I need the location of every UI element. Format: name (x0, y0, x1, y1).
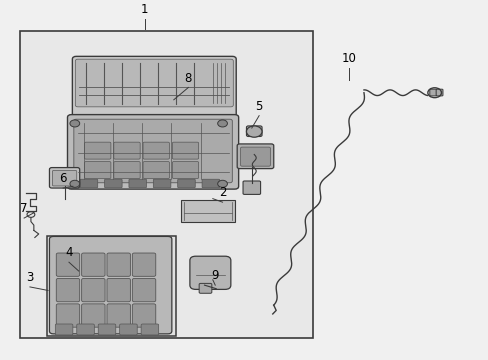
FancyBboxPatch shape (67, 114, 238, 189)
FancyBboxPatch shape (107, 253, 130, 276)
FancyBboxPatch shape (81, 278, 105, 302)
FancyBboxPatch shape (72, 57, 236, 117)
Bar (47, 236, 176, 336)
Circle shape (217, 120, 227, 127)
FancyBboxPatch shape (143, 162, 169, 179)
Text: 7: 7 (20, 202, 28, 215)
FancyBboxPatch shape (143, 142, 169, 159)
Text: 2: 2 (218, 186, 226, 199)
Bar (20, 31, 312, 338)
FancyBboxPatch shape (56, 278, 80, 302)
Circle shape (217, 180, 227, 187)
FancyBboxPatch shape (84, 162, 111, 179)
Text: 9: 9 (211, 269, 219, 282)
FancyBboxPatch shape (114, 162, 140, 179)
FancyBboxPatch shape (132, 278, 156, 302)
FancyBboxPatch shape (75, 59, 233, 107)
Text: 3: 3 (26, 271, 34, 284)
FancyBboxPatch shape (177, 179, 195, 188)
Circle shape (246, 126, 262, 137)
FancyBboxPatch shape (199, 283, 211, 293)
Text: 1: 1 (141, 3, 148, 16)
FancyBboxPatch shape (132, 253, 156, 276)
FancyBboxPatch shape (129, 179, 146, 188)
FancyBboxPatch shape (52, 170, 77, 186)
Text: 5: 5 (255, 100, 262, 113)
Text: 4: 4 (65, 246, 73, 259)
Circle shape (70, 180, 80, 187)
FancyBboxPatch shape (74, 119, 232, 183)
FancyBboxPatch shape (84, 142, 111, 159)
FancyBboxPatch shape (435, 89, 442, 96)
FancyBboxPatch shape (202, 179, 219, 188)
FancyBboxPatch shape (243, 181, 260, 194)
FancyBboxPatch shape (77, 324, 94, 335)
FancyBboxPatch shape (107, 304, 130, 327)
FancyBboxPatch shape (189, 256, 230, 289)
FancyBboxPatch shape (81, 304, 105, 327)
Text: 10: 10 (341, 52, 356, 65)
Circle shape (70, 120, 80, 127)
FancyBboxPatch shape (81, 253, 105, 276)
Text: 6: 6 (59, 172, 67, 185)
FancyBboxPatch shape (172, 162, 198, 179)
FancyBboxPatch shape (153, 179, 170, 188)
FancyBboxPatch shape (114, 142, 140, 159)
FancyBboxPatch shape (98, 324, 116, 335)
FancyBboxPatch shape (141, 324, 158, 335)
FancyBboxPatch shape (246, 126, 262, 136)
FancyBboxPatch shape (56, 304, 80, 327)
Text: 8: 8 (184, 72, 192, 85)
FancyBboxPatch shape (80, 179, 98, 188)
Bar (47, 236, 176, 336)
FancyBboxPatch shape (55, 324, 73, 335)
FancyBboxPatch shape (49, 167, 80, 188)
FancyBboxPatch shape (107, 278, 130, 302)
Bar (20, 31, 312, 338)
FancyBboxPatch shape (120, 324, 137, 335)
FancyBboxPatch shape (56, 253, 80, 276)
FancyBboxPatch shape (172, 142, 198, 159)
Bar (181, 201, 234, 222)
FancyBboxPatch shape (132, 304, 156, 327)
FancyBboxPatch shape (429, 89, 436, 96)
FancyBboxPatch shape (237, 144, 273, 168)
FancyBboxPatch shape (104, 179, 122, 188)
FancyBboxPatch shape (49, 237, 171, 334)
FancyBboxPatch shape (240, 147, 270, 166)
